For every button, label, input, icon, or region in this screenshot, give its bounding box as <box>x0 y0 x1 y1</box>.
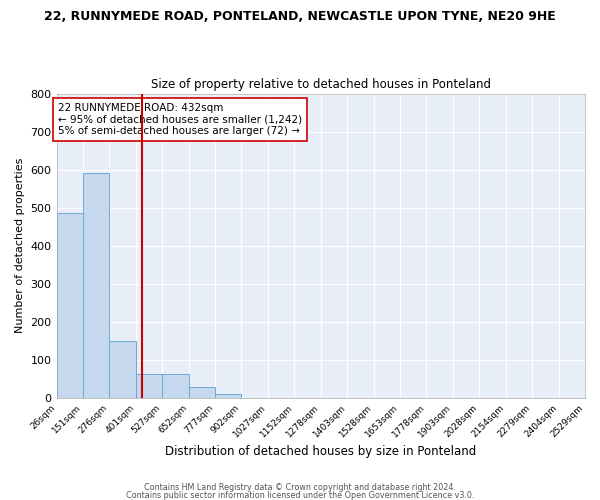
Title: Size of property relative to detached houses in Ponteland: Size of property relative to detached ho… <box>151 78 491 91</box>
Y-axis label: Number of detached properties: Number of detached properties <box>15 158 25 334</box>
Text: 22 RUNNYMEDE ROAD: 432sqm
← 95% of detached houses are smaller (1,242)
5% of sem: 22 RUNNYMEDE ROAD: 432sqm ← 95% of detac… <box>58 103 302 136</box>
Bar <box>109 341 136 398</box>
Bar <box>163 374 189 398</box>
Bar <box>215 394 241 398</box>
Bar <box>189 386 215 398</box>
Bar <box>56 212 83 398</box>
Text: Contains public sector information licensed under the Open Government Licence v3: Contains public sector information licen… <box>126 491 474 500</box>
Text: 22, RUNNYMEDE ROAD, PONTELAND, NEWCASTLE UPON TYNE, NE20 9HE: 22, RUNNYMEDE ROAD, PONTELAND, NEWCASTLE… <box>44 10 556 23</box>
Text: Contains HM Land Registry data © Crown copyright and database right 2024.: Contains HM Land Registry data © Crown c… <box>144 484 456 492</box>
X-axis label: Distribution of detached houses by size in Ponteland: Distribution of detached houses by size … <box>165 444 476 458</box>
Bar <box>136 374 162 398</box>
Bar <box>83 172 109 398</box>
